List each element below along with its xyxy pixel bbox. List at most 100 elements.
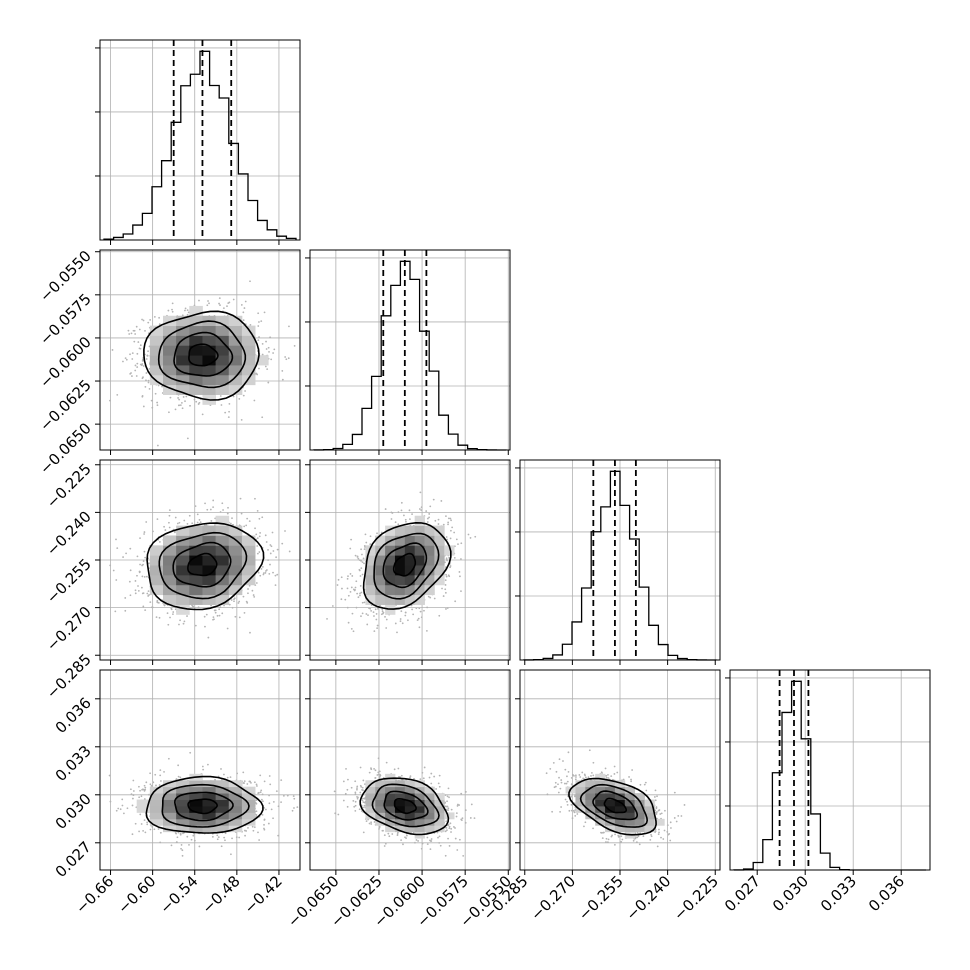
density-cell bbox=[228, 374, 243, 386]
density-cell bbox=[385, 799, 396, 807]
scatter-point bbox=[272, 571, 274, 574]
density-cell bbox=[634, 812, 645, 820]
density-cell bbox=[585, 786, 596, 794]
scatter-point bbox=[362, 797, 364, 800]
scatter-point bbox=[361, 612, 364, 615]
scatter-point bbox=[172, 611, 175, 613]
contour-line bbox=[392, 552, 417, 577]
scatter-point bbox=[224, 839, 226, 842]
scatter-point bbox=[346, 788, 349, 791]
scatter-point bbox=[358, 559, 361, 562]
scatter-point bbox=[464, 821, 467, 824]
scatter-point bbox=[568, 809, 571, 812]
density-cell bbox=[215, 315, 230, 327]
scatter-point bbox=[334, 812, 337, 815]
scatter-point bbox=[654, 828, 657, 831]
scatter-point bbox=[462, 854, 465, 857]
density-cell bbox=[634, 818, 645, 826]
scatter-point bbox=[134, 364, 137, 367]
scatter-point bbox=[354, 793, 357, 795]
density-cell bbox=[149, 325, 164, 336]
scatter-point bbox=[136, 352, 139, 355]
scatter-point bbox=[410, 604, 413, 607]
contour-line bbox=[603, 797, 628, 814]
scatter-point bbox=[426, 843, 429, 846]
density-cell bbox=[189, 525, 203, 536]
density-cell bbox=[394, 555, 406, 566]
scatter-point bbox=[198, 401, 201, 404]
density-cell bbox=[365, 594, 376, 605]
scatter-point bbox=[131, 833, 134, 836]
scatter-point bbox=[375, 613, 378, 615]
scatter-point bbox=[158, 541, 161, 543]
contour-line bbox=[579, 783, 649, 828]
density-cell bbox=[176, 374, 190, 386]
scatter-point bbox=[666, 824, 669, 827]
scatter-point bbox=[247, 826, 249, 829]
scatter-point bbox=[170, 844, 173, 847]
density-cell bbox=[202, 365, 217, 376]
scatter-point bbox=[151, 826, 154, 828]
scatter-point bbox=[377, 771, 380, 774]
scatter-point bbox=[230, 853, 232, 856]
scatter-point bbox=[108, 774, 111, 777]
scatter-point bbox=[451, 526, 454, 529]
panel-content bbox=[310, 670, 510, 870]
scatter-point bbox=[363, 797, 366, 800]
density-cell bbox=[394, 525, 406, 536]
density-cell bbox=[189, 812, 203, 820]
scatter-point bbox=[449, 566, 452, 569]
scatter-point bbox=[447, 837, 449, 840]
contour-line bbox=[146, 522, 265, 611]
scatter-point bbox=[198, 518, 201, 521]
scatter-point bbox=[364, 533, 367, 536]
scatter-point bbox=[130, 332, 133, 335]
scatter-point bbox=[150, 784, 153, 787]
scatter-point bbox=[141, 564, 143, 567]
density-cell bbox=[149, 374, 164, 386]
scatter-point bbox=[592, 761, 595, 764]
x-tick-label: 0.036 bbox=[865, 872, 908, 915]
density-cell bbox=[202, 335, 217, 346]
density-cell bbox=[241, 365, 256, 376]
scatter-point bbox=[138, 830, 140, 833]
density-cell bbox=[149, 799, 164, 807]
density-cell bbox=[202, 525, 217, 536]
scatter-point bbox=[393, 768, 396, 771]
scatter-point bbox=[607, 773, 609, 776]
histogram-step bbox=[733, 680, 926, 871]
scatter-point bbox=[657, 833, 660, 836]
scatter-point bbox=[362, 806, 364, 809]
panel-frame bbox=[99, 39, 301, 241]
scatter-point bbox=[669, 839, 672, 842]
scatter-point bbox=[333, 790, 336, 793]
scatter-point bbox=[228, 410, 230, 413]
scatter-point bbox=[216, 614, 219, 617]
scatter-point bbox=[680, 815, 683, 817]
scatter-point bbox=[187, 311, 190, 314]
panel-frame bbox=[729, 669, 931, 871]
scatter-point bbox=[397, 511, 400, 514]
hist-grid bbox=[725, 670, 930, 870]
density-cell bbox=[585, 812, 596, 820]
scatter-point bbox=[420, 847, 423, 850]
scatter-point bbox=[447, 807, 450, 810]
density-cell bbox=[614, 825, 626, 833]
scatter-point bbox=[260, 798, 263, 801]
y-tick-label: −0.285 bbox=[43, 650, 95, 702]
scatter-point bbox=[127, 329, 130, 332]
scatter-point bbox=[238, 616, 241, 619]
scatter-point bbox=[400, 501, 403, 504]
scatter-point bbox=[578, 774, 581, 776]
scatter-point bbox=[358, 808, 361, 811]
scatter-point bbox=[587, 776, 590, 779]
scatter-point bbox=[373, 630, 376, 633]
scatter-point bbox=[257, 831, 259, 834]
scatter-point bbox=[197, 606, 200, 609]
scatter-point bbox=[257, 571, 260, 574]
scatter-point bbox=[114, 610, 117, 613]
density-cell bbox=[385, 574, 396, 586]
scatter-point bbox=[255, 814, 258, 816]
scatter-point bbox=[613, 843, 616, 846]
scatter-point bbox=[257, 312, 260, 315]
